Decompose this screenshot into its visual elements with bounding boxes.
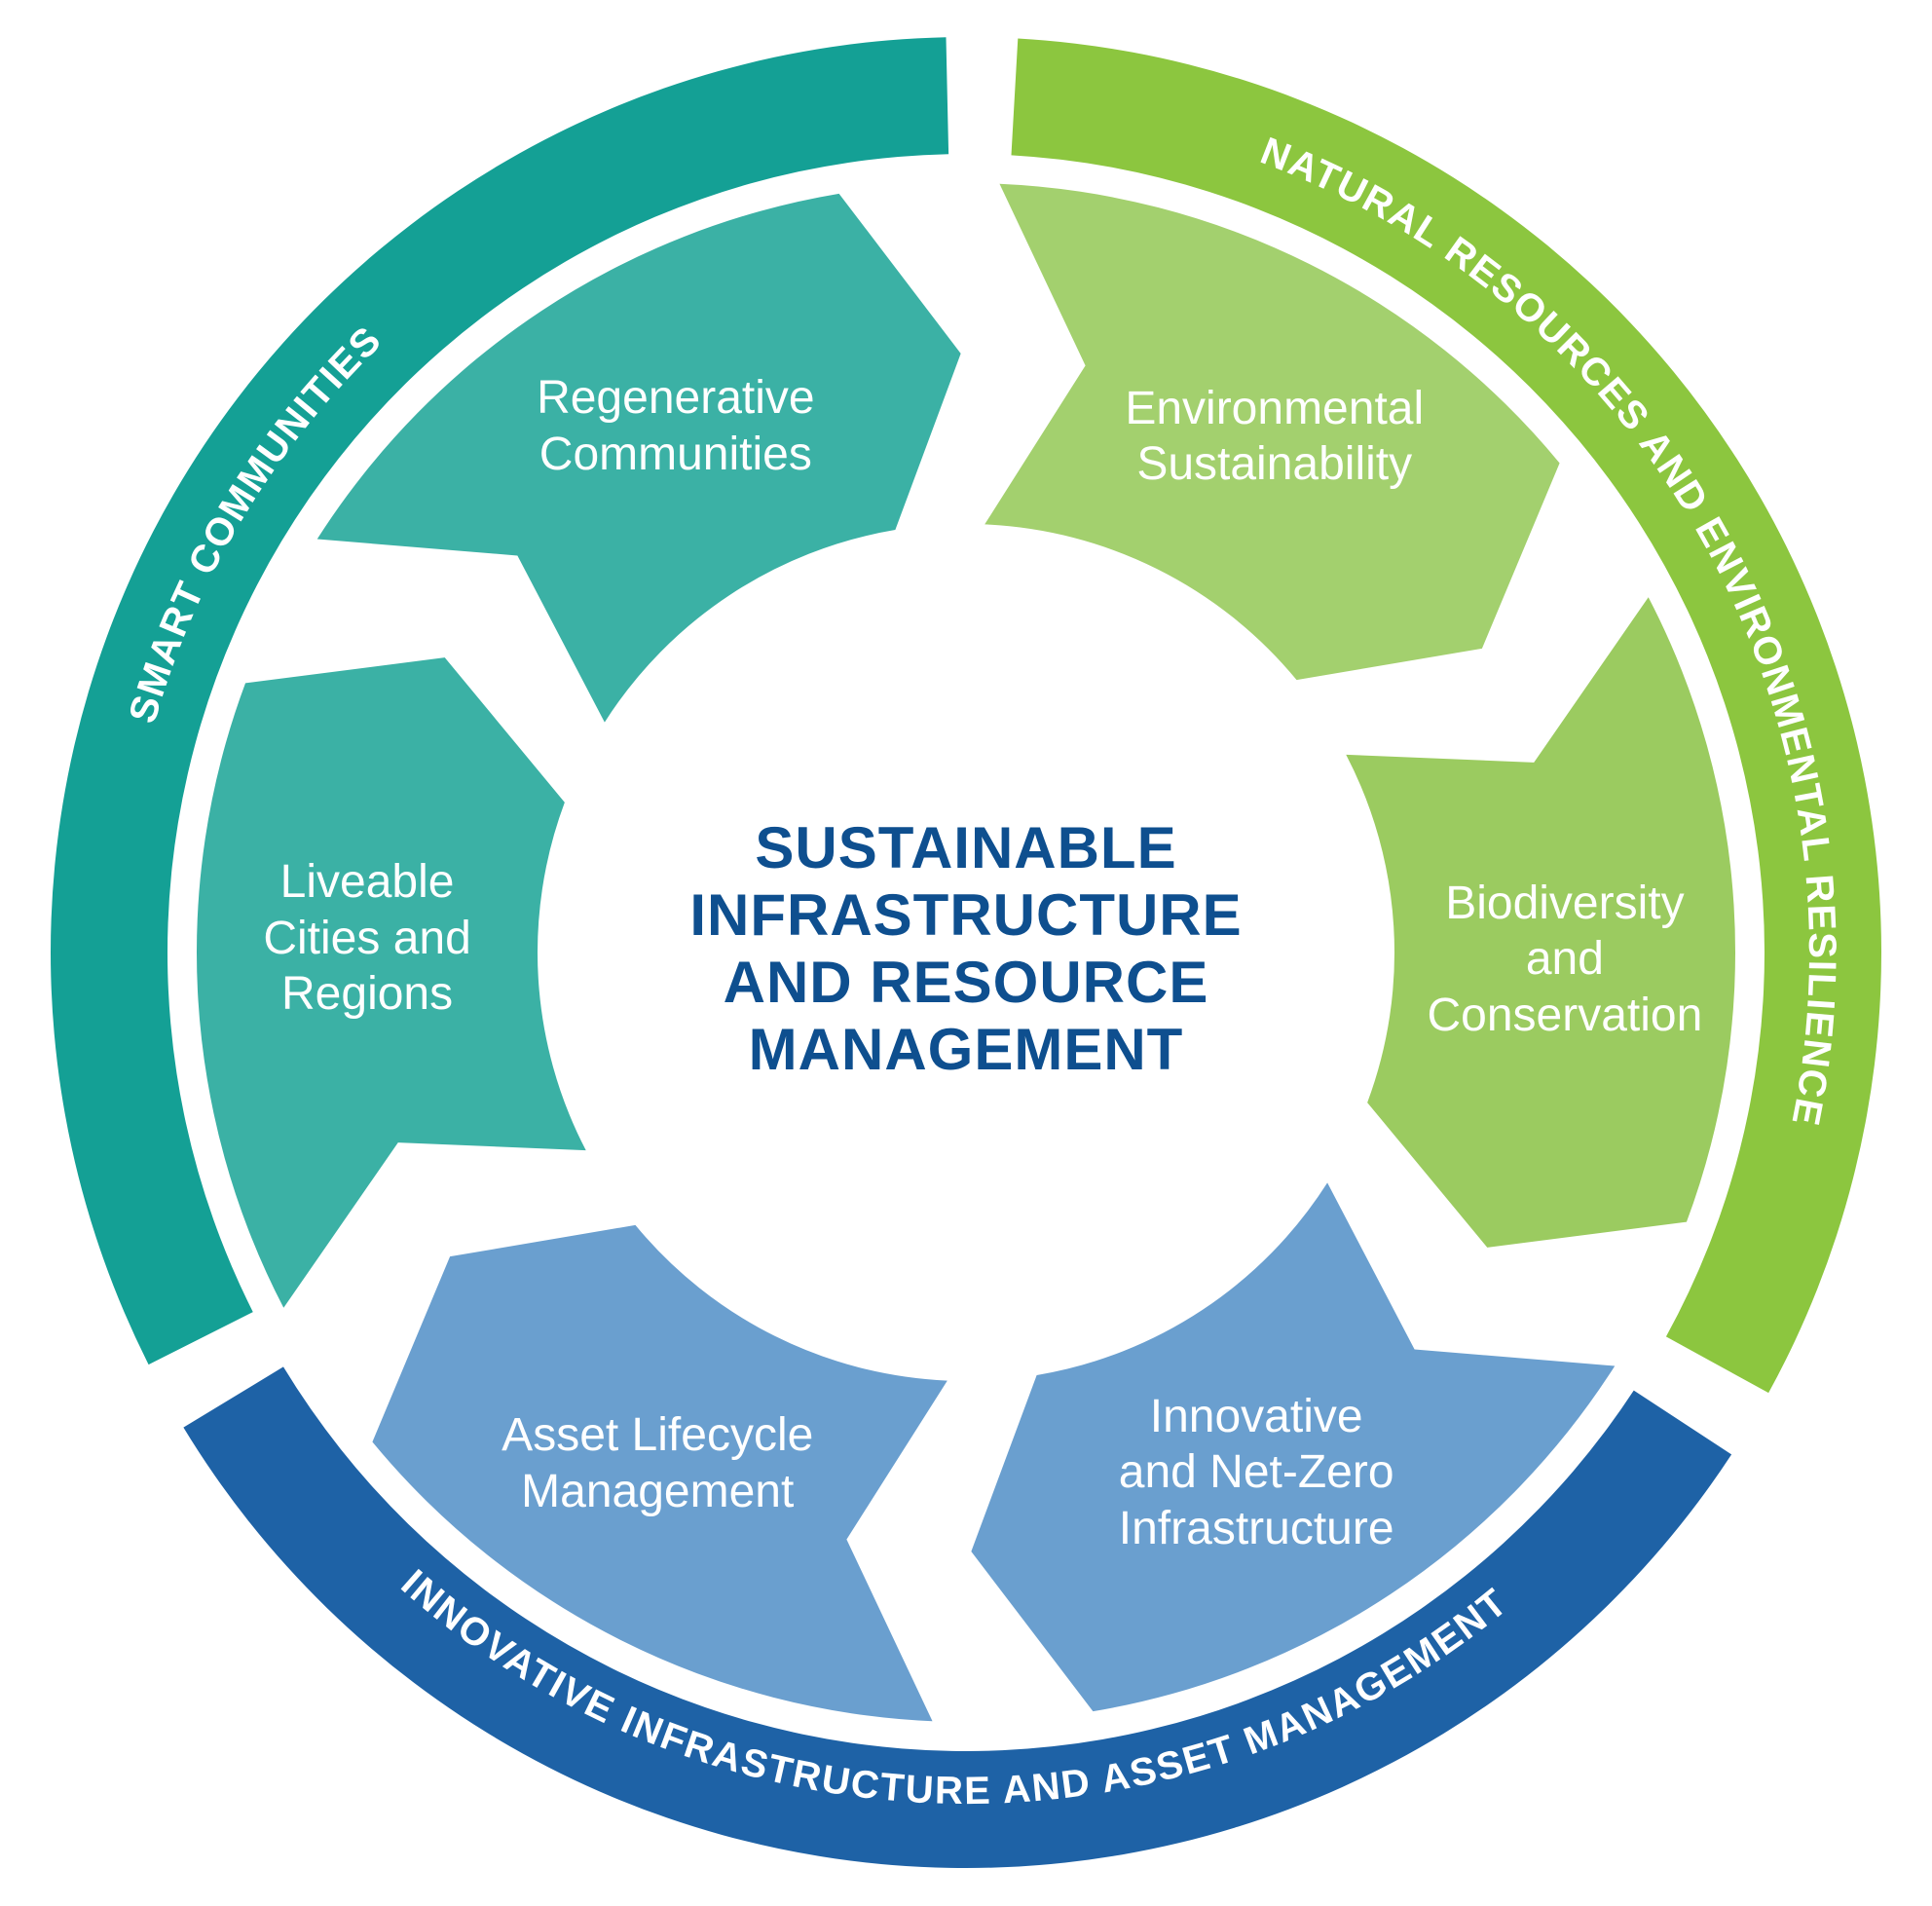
- circular-diagram: SMART COMMUNITIESNATURAL RESOURCES AND E…: [0, 0, 1932, 1906]
- segment-label-regenerative-communities: RegenerativeCommunities: [471, 370, 880, 482]
- segment-label-liveable-cities: LiveableCities andRegions: [163, 854, 572, 1023]
- segment-label-asset-lifecycle: Asset LifecycleManagement: [453, 1407, 862, 1519]
- segment-label-biodiversity-conservation: BiodiversityandConservation: [1360, 876, 1769, 1044]
- segment-label-environmental-sustainability: EnvironmentalSustainability: [1070, 381, 1479, 493]
- center-title: SUSTAINABLEINFRASTRUCTUREAND RESOURCEMAN…: [596, 814, 1336, 1083]
- segment-label-innovative-netzero: Innovativeand Net-ZeroInfrastructure: [1052, 1389, 1461, 1557]
